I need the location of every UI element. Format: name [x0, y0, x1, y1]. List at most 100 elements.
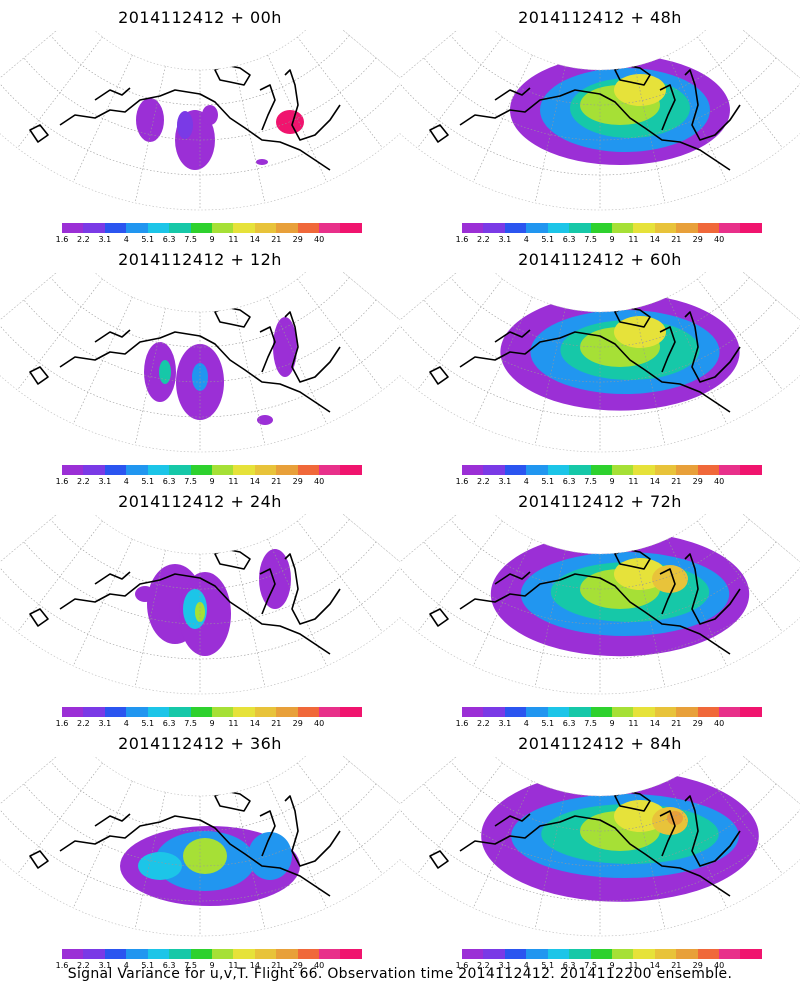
colorbar-tick-label: 9	[209, 235, 215, 244]
meridian-gridline	[322, 756, 400, 830]
colorbar-segment	[740, 707, 762, 717]
colorbar-segment	[740, 223, 762, 233]
colorbar-tick-label: 2.2	[477, 477, 490, 486]
map-boundary	[0, 30, 400, 211]
meridian-gridline	[72, 780, 133, 909]
colorbar-segment	[319, 949, 341, 959]
colorbar-tick-label: 3.1	[98, 477, 112, 486]
colorbar-segment	[211, 707, 234, 717]
colorbar-segment	[547, 465, 570, 475]
colorbar	[462, 223, 762, 233]
parallel-gridline	[450, 519, 750, 590]
coastline	[459, 331, 731, 413]
colorbar-tick-label: 6.3	[562, 235, 576, 244]
coastline	[29, 608, 49, 627]
colorbar-tick-label: 7.5	[184, 961, 197, 970]
colorbar-tick-label: 3.1	[498, 235, 512, 244]
map-boundary	[400, 30, 800, 211]
parallel-gridline	[23, 57, 377, 141]
colorbar-segment	[654, 223, 677, 233]
colorbar-tick-label: 7.5	[184, 235, 197, 244]
meridian-gridline	[472, 780, 533, 909]
parallel-gridline	[0, 80, 400, 176]
parallel-gridline	[50, 35, 350, 106]
colorbar-tick-label: 40	[314, 961, 325, 970]
colorbar-segment	[233, 949, 255, 959]
colorbar-segment	[254, 707, 277, 717]
colorbar-tick-label: 2.2	[477, 235, 490, 244]
colorbar-segment	[169, 707, 191, 717]
coastline	[284, 69, 341, 141]
meridian-gridline	[297, 36, 383, 149]
colorbar-tick-label: 40	[714, 961, 725, 970]
colorbar-tick-label: 9	[209, 477, 215, 486]
colorbar-segment	[190, 223, 212, 233]
colorbar-tick-label: 7.5	[184, 477, 197, 486]
parallel-gridline	[50, 519, 350, 590]
meridian-gridline	[322, 514, 400, 588]
colorbar-segment	[190, 707, 212, 717]
coastline	[659, 84, 676, 131]
colorbar-segment	[233, 223, 255, 233]
colorbar-segment	[611, 223, 634, 233]
coastline	[494, 571, 531, 585]
colorbar-tick-label: 9	[209, 961, 215, 970]
coastline	[684, 311, 741, 383]
parallel-gridline	[423, 541, 777, 625]
colorbar-segment	[211, 223, 234, 233]
forecast-panel: 2014112412 + 36h 1.6 2.2 3.1 4 5.1 6.3 7.5 9 11 14…	[0, 726, 400, 971]
colorbar-tick-label: 7.5	[184, 719, 197, 728]
variance-contour	[273, 317, 297, 377]
forecast-panel: 2014112412 + 12h 1.6 2.2 3.1 4 5.1 6.3 7.5 9 11 14…	[0, 242, 400, 487]
meridian-gridline	[322, 272, 400, 346]
polar-map	[400, 756, 800, 937]
coastline	[59, 89, 331, 171]
colorbar-tick-label: 2.2	[77, 235, 90, 244]
colorbar-segment	[190, 949, 212, 959]
colorbar-tick-label: 6.3	[562, 961, 576, 970]
colorbar-tick-label: 6.3	[162, 961, 176, 970]
colorbar-segment	[740, 949, 762, 959]
coastline	[684, 69, 741, 141]
colorbar-segment	[83, 949, 105, 959]
colorbar-segment	[319, 707, 341, 717]
coastline	[429, 850, 449, 869]
colorbar-tick-label: 14	[249, 719, 260, 728]
colorbar-segment	[83, 465, 105, 475]
panel-title: 2014112412 + 72h	[518, 492, 682, 511]
colorbar-tick-label: 29	[692, 235, 703, 244]
colorbar-segment	[276, 707, 298, 717]
coastline	[659, 326, 676, 373]
colorbar-tick-label: 1.6	[455, 961, 469, 970]
colorbar-segment	[211, 465, 234, 475]
polar-map	[0, 30, 400, 211]
colorbar-segment	[676, 707, 698, 717]
colorbar-segment	[483, 465, 505, 475]
colorbar-segment	[676, 949, 698, 959]
meridian-gridline	[472, 54, 533, 183]
colorbar-segment	[483, 949, 505, 959]
variance-contour	[614, 74, 666, 106]
colorbar-tick-label: 3.1	[498, 961, 512, 970]
meridian-gridline	[234, 308, 266, 445]
colorbar-segment	[147, 223, 170, 233]
colorbar-tick-label: 2.2	[77, 477, 90, 486]
panel-title: 2014112412 + 12h	[118, 250, 282, 269]
parallel-gridline	[0, 806, 400, 902]
coastline	[459, 573, 731, 655]
colorbar-segment	[719, 465, 741, 475]
colorbar-segment	[483, 707, 505, 717]
coastline	[214, 548, 251, 570]
colorbar-tick-label: 29	[292, 235, 303, 244]
colorbar-tick-label: 5.1	[541, 477, 555, 486]
variance-contour	[195, 602, 205, 622]
colorbar-tick-label: 4	[523, 477, 529, 486]
colorbar-segment	[719, 223, 741, 233]
forecast-panel: 2014112412 + 72h 1.6 2.2 3.1 4 5.1 6.3 7.5 9 11 14…	[400, 484, 800, 729]
meridian-gridline	[234, 550, 266, 687]
colorbar-tick-label: 2.2	[477, 961, 490, 970]
colorbar-tick-label: 6.3	[162, 719, 176, 728]
colorbar-segment	[62, 949, 84, 959]
coastline	[459, 815, 731, 897]
parallel-gridline	[423, 57, 777, 141]
